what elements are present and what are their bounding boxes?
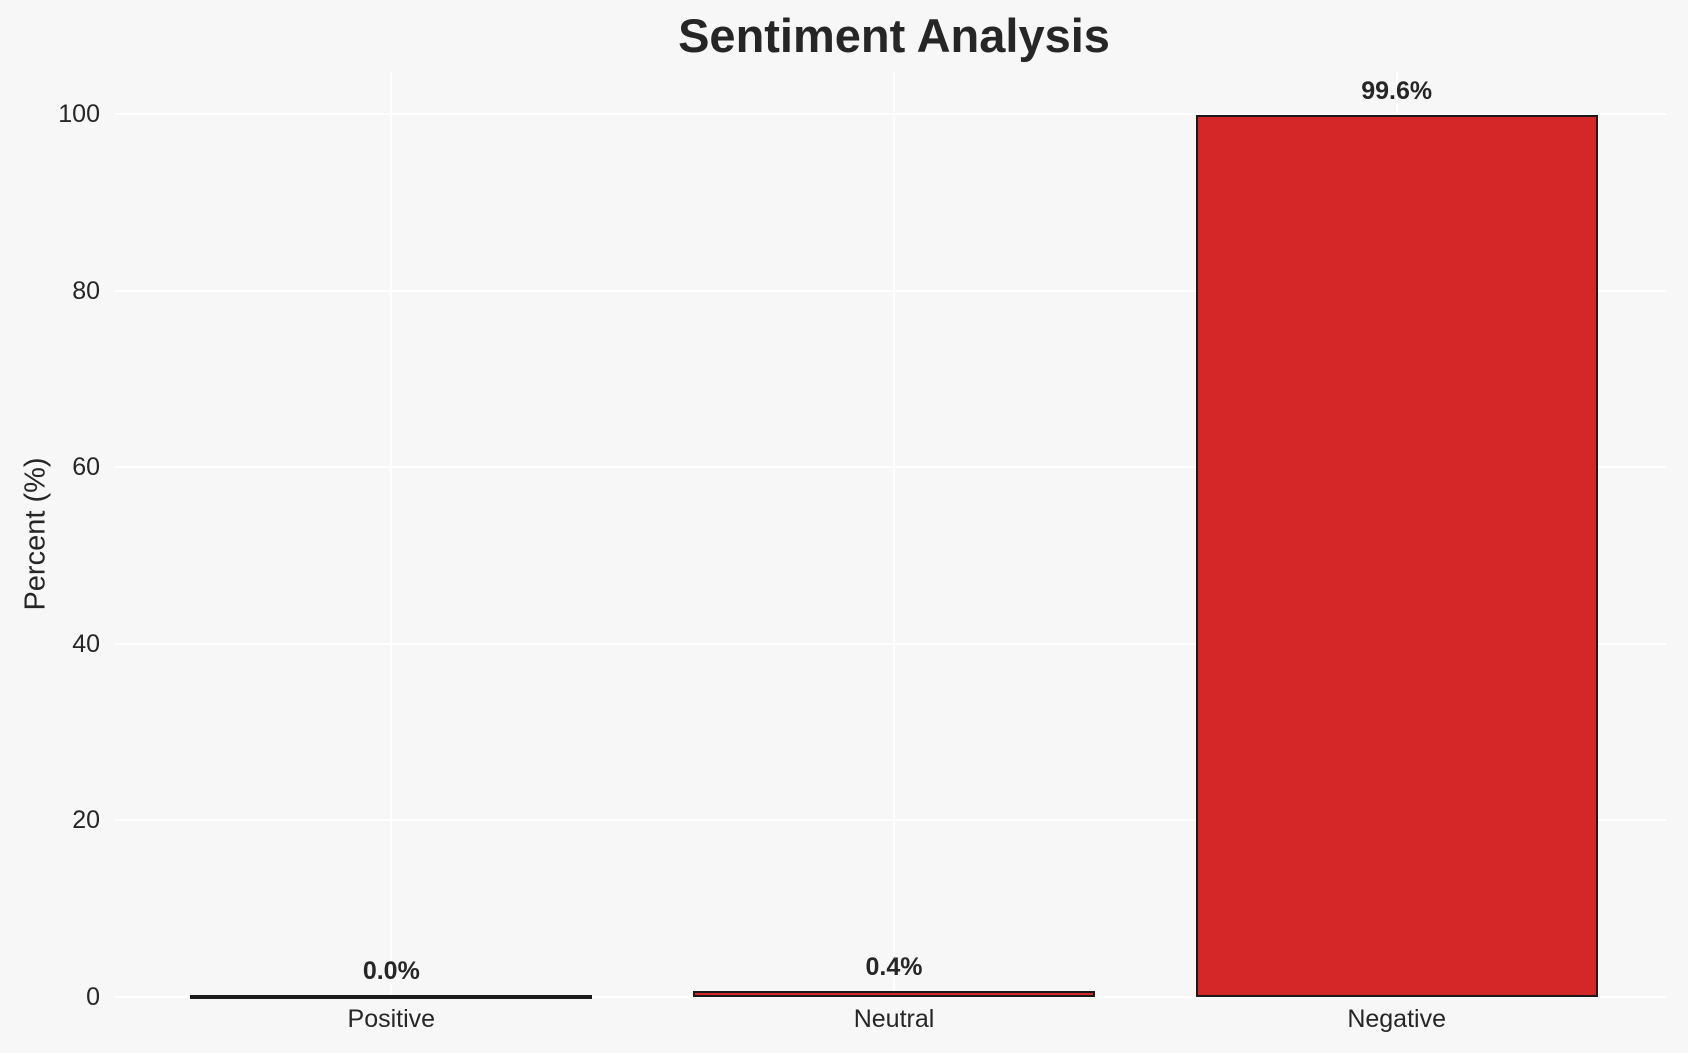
x-category-label: Neutral: [853, 1005, 935, 1033]
gridline-horizontal: [115, 996, 1666, 998]
y-tick-label: 100: [58, 100, 100, 128]
value-label: 0.4%: [865, 953, 923, 982]
gridline-horizontal: [115, 113, 1666, 115]
gridline-vertical: [390, 72, 393, 997]
y-tick-label: 60: [72, 453, 100, 482]
bar-neutral: [693, 991, 1095, 997]
value-label: 0.0%: [362, 957, 420, 985]
gridline-horizontal: [115, 466, 1666, 469]
y-tick-label: 20: [72, 806, 100, 835]
gridline-vertical: [893, 72, 895, 997]
x-category-label: Negative: [1347, 1005, 1446, 1033]
x-category-label: Positive: [347, 1005, 436, 1033]
gridline-horizontal: [115, 819, 1666, 822]
chart-title: Sentiment Analysis: [678, 9, 1110, 62]
gridline-horizontal: [115, 289, 1666, 292]
bar-negative: [1196, 115, 1598, 997]
gridline-horizontal: [115, 642, 1666, 645]
y-tick-label: 40: [72, 629, 100, 658]
bar-positive: [190, 995, 592, 999]
y-tick-label: 0: [86, 983, 100, 1011]
y-tick-label: 80: [72, 276, 100, 305]
value-label: 99.6%: [1361, 77, 1433, 106]
